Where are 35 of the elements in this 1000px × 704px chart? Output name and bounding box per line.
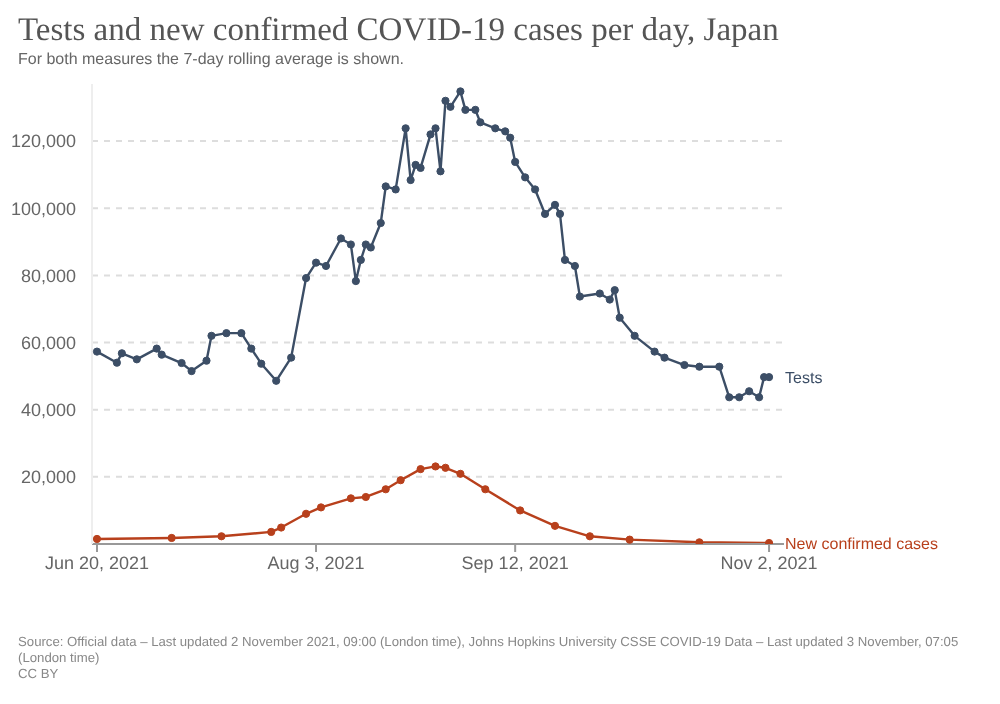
point xyxy=(316,503,326,512)
point xyxy=(92,534,102,544)
y-tick-label: 80,000 xyxy=(20,265,76,286)
x-tick-label: Aug 3, 2021 xyxy=(267,552,365,573)
point xyxy=(550,521,560,530)
point xyxy=(277,523,286,532)
point xyxy=(381,485,390,494)
point xyxy=(481,485,490,494)
point xyxy=(217,532,226,541)
point xyxy=(695,538,704,544)
series-label: New confirmed cases xyxy=(785,534,939,553)
point xyxy=(301,509,311,518)
point xyxy=(625,535,634,544)
chart-title: Tests and new confirmed COVID-19 cases per day, Japan xyxy=(18,10,779,50)
point xyxy=(585,532,594,541)
chart-subtitle: For both measures the 7-day rolling average is shown. xyxy=(18,50,404,68)
x-tick-label: Sep 12, 2021 xyxy=(461,552,569,573)
point xyxy=(167,533,176,543)
y-tick-label: 40,000 xyxy=(20,400,76,421)
point xyxy=(431,462,440,471)
point xyxy=(516,506,525,515)
y-tick-label: 120,000 xyxy=(10,131,76,152)
point xyxy=(441,463,450,472)
point xyxy=(361,492,370,502)
point xyxy=(267,527,276,537)
y-tick-label: 100,000 xyxy=(10,198,76,219)
x-tick-label: Nov 2, 2021 xyxy=(720,552,818,573)
y-tick-label: 20,000 xyxy=(20,467,76,488)
point xyxy=(456,469,465,478)
y-tick-label: 60,000 xyxy=(20,332,76,353)
series-label: Tests xyxy=(785,369,823,388)
x-tick-label: Jun 20, 2021 xyxy=(44,552,150,573)
point xyxy=(416,465,425,474)
point xyxy=(346,494,355,503)
point xyxy=(396,476,405,485)
